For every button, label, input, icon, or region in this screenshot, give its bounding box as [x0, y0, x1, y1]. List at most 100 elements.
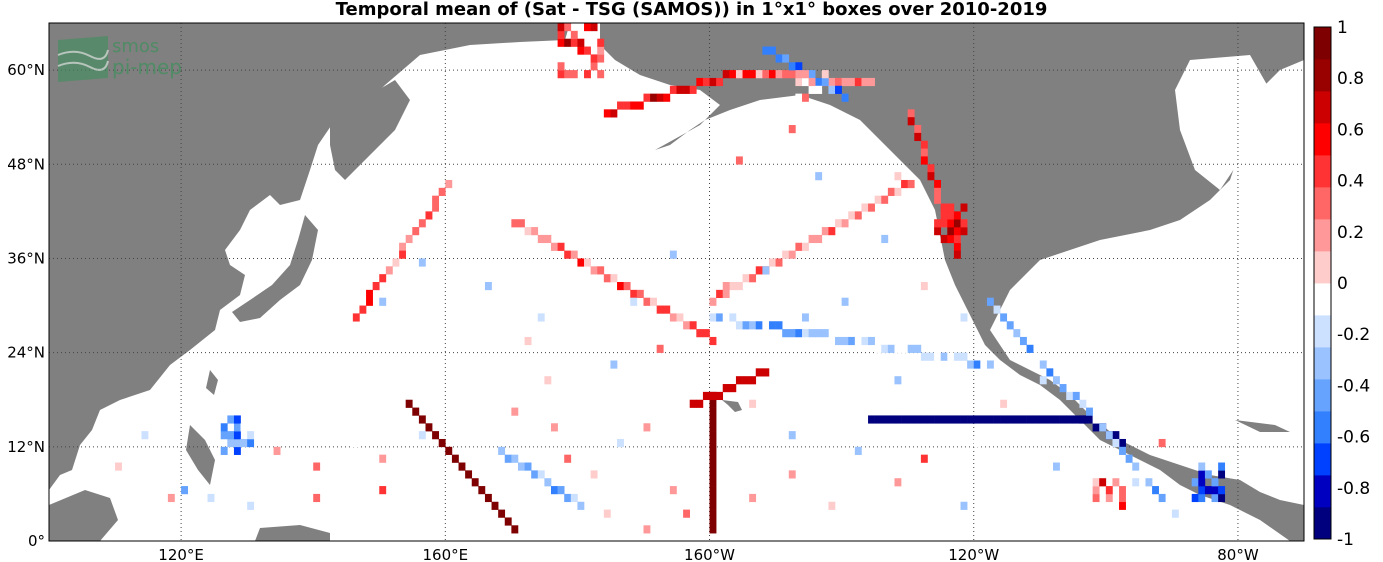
data-cell-central-america-track — [1119, 438, 1126, 448]
data-cell-diagonal-track-1 — [418, 415, 426, 424]
data-cell-ship-track-d — [815, 329, 823, 338]
colorbar-tick-label: -0.4 — [1337, 376, 1370, 396]
data-cell-diagonal-track-2 — [729, 384, 737, 393]
data-cell-alaska-coast-track — [768, 70, 776, 79]
data-cell-ship-track-d — [914, 344, 922, 353]
data-cell-ship-track-f — [1019, 336, 1027, 346]
data-cell-alaska-coast-track — [788, 70, 796, 79]
data-cell-central-america-track — [1079, 415, 1087, 424]
data-cell-scatter — [1158, 438, 1166, 448]
data-cell-ship-track-b — [610, 274, 618, 283]
data-cell-horizontal-track-15n — [1066, 415, 1074, 424]
data-cell-horizontal-track-15n — [1033, 415, 1041, 424]
map-frame — [48, 22, 1305, 542]
philippines-islands — [186, 425, 215, 485]
data-cell-blob — [1105, 493, 1113, 503]
colorbar-tick-label: 0 — [1337, 274, 1348, 294]
data-cell-blob — [1211, 478, 1219, 487]
colorbar-segment — [1314, 443, 1331, 476]
data-cell-ship-track-d — [802, 329, 809, 338]
data-cell-vertical-track-160w — [709, 493, 717, 503]
data-cell-horizontal-track-15n — [881, 415, 889, 424]
data-cell-blob — [564, 70, 572, 79]
data-cell-blob — [1119, 501, 1126, 510]
data-cell-scatter — [115, 462, 122, 471]
data-cell-scatter — [749, 493, 757, 503]
data-cell-scatter — [511, 407, 519, 416]
data-cell-aleutian-track — [709, 77, 717, 87]
data-cell-alaska-coast-track — [782, 70, 790, 79]
data-cell-ship-track-b — [544, 234, 552, 244]
data-cell-diagonal-track-1 — [405, 399, 413, 408]
data-cell-ship-track-a — [432, 195, 440, 204]
colorbar-tick-label: 0.8 — [1337, 69, 1364, 89]
data-cell-alaska-coast-track — [861, 77, 869, 87]
data-cell-blob — [233, 423, 241, 432]
data-cell-ship-track-a — [399, 242, 406, 251]
data-cell-west-coast-track — [920, 156, 928, 165]
data-cell-scatter — [564, 454, 572, 463]
data-cell-ship-track-d — [762, 321, 770, 330]
data-cell-ship-track-d — [920, 352, 928, 361]
data-cell-horizontal-track-15n — [986, 415, 994, 424]
data-cell-blob — [557, 62, 565, 71]
data-cell-ship-track-d — [775, 321, 783, 330]
data-cell-alaska-coast-track — [775, 70, 783, 79]
data-cell-scatter — [313, 462, 321, 471]
data-cell-blob — [1105, 486, 1113, 495]
data-cell-alaska-coast-track — [848, 77, 856, 87]
colorbar-tick-label: 0.6 — [1337, 120, 1364, 140]
data-cell-scatter — [1053, 462, 1060, 471]
data-cell-scatter — [669, 250, 677, 259]
data-cell-blob — [557, 30, 565, 39]
data-cell-west-coast-track — [953, 250, 961, 259]
data-cell-diagonal-track-1 — [432, 431, 440, 440]
data-cell-ship-track-d — [782, 329, 790, 338]
data-cell-blob — [795, 77, 803, 87]
data-cell-blob — [808, 85, 816, 94]
data-cell-blob — [240, 438, 248, 448]
data-cell-vertical-track-160w — [709, 415, 717, 424]
data-cell-blob — [1204, 470, 1212, 479]
data-cell-horizontal-track-15n — [927, 415, 935, 424]
data-cell-blob — [960, 219, 968, 228]
data-cell-ship-track-a — [432, 203, 440, 212]
data-cell-horizontal-track-15n — [1046, 415, 1054, 424]
data-cell-ship-track-b — [650, 297, 657, 306]
hudson-bay — [1175, 55, 1270, 190]
data-cell-scatter — [881, 234, 889, 244]
data-cell-ship-track-b — [696, 329, 704, 338]
data-cell-blob — [1119, 486, 1126, 495]
data-cell-alaska-coast-track — [841, 77, 849, 87]
data-cell-scatter — [1171, 509, 1179, 518]
data-cell-blob — [947, 203, 955, 212]
data-cell-ship-track-d — [881, 344, 889, 353]
colorbar-tick-label: -1 — [1337, 530, 1354, 550]
data-cell-scatter — [167, 493, 175, 503]
x-tick-label: 120°W — [948, 546, 999, 562]
data-cell-ship-track-a — [425, 211, 433, 220]
data-cell-blob — [802, 93, 809, 102]
data-cell-ship-track-d — [980, 360, 988, 369]
data-cell-horizontal-track-15n — [907, 415, 915, 424]
data-cell-horizontal-track-15n — [1059, 415, 1067, 424]
data-cell-west-coast-track — [934, 179, 942, 189]
data-cell-blob — [947, 211, 955, 220]
data-cell-aleutian-track — [722, 70, 730, 79]
data-cell-gulf-alaska-track — [788, 62, 796, 71]
data-cell-blob — [1119, 493, 1126, 503]
alaska-landmass — [600, 23, 1304, 541]
y-tick-label: 0° — [28, 532, 45, 550]
data-cell-ship-track-f — [993, 305, 1001, 314]
colorbar-segment — [1314, 91, 1331, 124]
data-cell-vertical-track-160w — [709, 470, 717, 479]
data-cell-ship-track-b — [584, 258, 591, 267]
data-cell-ship-track-f — [1072, 391, 1080, 401]
data-cell-diagonal-track-2 — [735, 376, 743, 385]
data-cell-ship-track-d — [835, 336, 842, 346]
data-cell-alaska-coast-track — [749, 70, 757, 79]
data-cell-ship-track-b — [537, 234, 545, 244]
data-cell-ship-track-b — [564, 250, 572, 259]
taiwan-island — [206, 370, 218, 395]
